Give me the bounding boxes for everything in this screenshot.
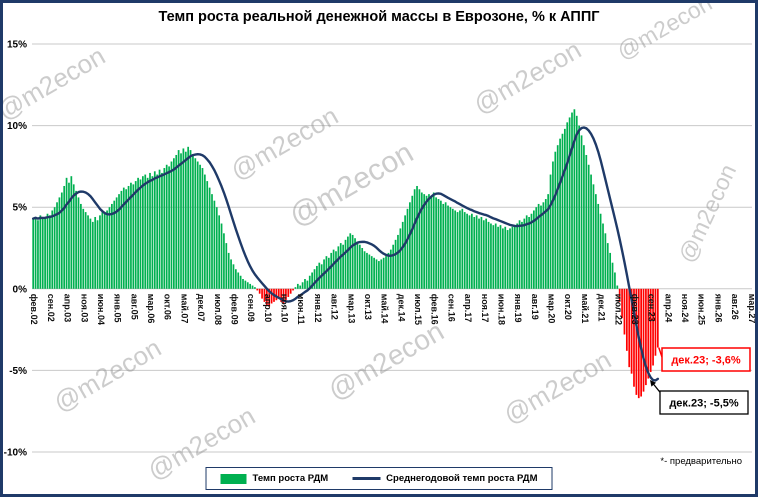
line-series-label: Среднегодовой темп роста РДМ	[386, 473, 538, 484]
svg-text:июн.04: июн.04	[96, 294, 106, 325]
svg-text:авг.19: авг.19	[530, 294, 540, 320]
svg-text:фев.02: фев.02	[29, 294, 39, 325]
bar-series-label: Темп роста РДМ	[252, 473, 329, 484]
svg-text:май.21: май.21	[580, 294, 590, 324]
svg-text:июл.08: июл.08	[213, 294, 223, 325]
svg-text:авг.12: авг.12	[330, 294, 340, 320]
svg-text:янв.26: янв.26	[713, 294, 723, 323]
svg-text:сен.09: сен.09	[246, 294, 256, 322]
svg-text:ноя.17: ноя.17	[480, 294, 490, 323]
svg-text:авг.05: авг.05	[129, 294, 139, 320]
svg-text:июл.22: июл.22	[613, 294, 623, 325]
svg-text:сен.02: сен.02	[46, 294, 56, 322]
svg-text:дек.14: дек.14	[396, 294, 406, 322]
svg-text:авг.26: авг.26	[730, 294, 740, 320]
chart-title: Темп роста реальной денежной массы в Евр…	[158, 9, 600, 25]
svg-text:-10%: -10%	[4, 448, 27, 459]
svg-text:май.14: май.14	[380, 294, 390, 324]
svg-text:0%: 0%	[13, 284, 28, 295]
svg-text:ноя.24: ноя.24	[680, 294, 690, 323]
svg-text:апр.17: апр.17	[463, 294, 473, 322]
svg-text:дек.23; -5,5%: дек.23; -5,5%	[669, 398, 739, 410]
svg-text:ноя.10: ноя.10	[280, 294, 290, 323]
svg-text:мар.13: мар.13	[346, 294, 356, 324]
svg-text:окт.20: окт.20	[563, 294, 573, 320]
svg-text:фев.23: фев.23	[630, 294, 640, 325]
svg-text:янв.19: янв.19	[513, 294, 523, 323]
legend-item-bar-series: Темп роста РДМ	[220, 473, 329, 484]
svg-text:дек.23; -3,6%: дек.23; -3,6%	[671, 355, 741, 367]
svg-text:мар.06: мар.06	[146, 294, 156, 324]
svg-text:15%: 15%	[7, 40, 27, 51]
svg-text:июл.15: июл.15	[413, 294, 423, 325]
svg-text:сен.23: сен.23	[647, 294, 657, 322]
svg-text:5%: 5%	[13, 203, 28, 214]
svg-text:июн.25: июн.25	[697, 294, 707, 325]
svg-text:май.07: май.07	[179, 294, 189, 324]
svg-text:ноя.03: ноя.03	[79, 294, 89, 323]
svg-text:10%: 10%	[7, 121, 27, 132]
svg-text:янв.05: янв.05	[113, 294, 123, 323]
legend: Темп роста РДМ Среднегодовой темп роста …	[205, 467, 553, 490]
svg-text:мар.27: мар.27	[747, 294, 757, 324]
svg-text:сен.16: сен.16	[446, 294, 456, 322]
preliminary-footnote: *- предварительно	[660, 456, 742, 467]
svg-text:дек.21: дек.21	[597, 294, 607, 322]
svg-text:окт.06: окт.06	[163, 294, 173, 320]
svg-text:фев.09: фев.09	[230, 294, 240, 325]
svg-text:апр.24: апр.24	[663, 294, 673, 322]
legend-item-line-series: Среднегодовой темп роста РДМ	[352, 473, 537, 484]
line-series-swatch	[352, 477, 381, 480]
svg-text:янв.12: янв.12	[313, 294, 323, 323]
svg-text:фев.16: фев.16	[430, 294, 440, 325]
svg-text:окт.13: окт.13	[363, 294, 373, 320]
svg-text:июн.18: июн.18	[497, 294, 507, 325]
svg-text:-5%: -5%	[9, 366, 27, 377]
svg-text:дек.07: дек.07	[196, 294, 206, 322]
svg-text:июн.11: июн.11	[296, 294, 306, 325]
svg-text:мар.20: мар.20	[547, 294, 557, 324]
svg-text:апр.10: апр.10	[263, 294, 273, 322]
bar-series-swatch	[220, 473, 247, 484]
svg-text:апр.03: апр.03	[63, 294, 73, 322]
